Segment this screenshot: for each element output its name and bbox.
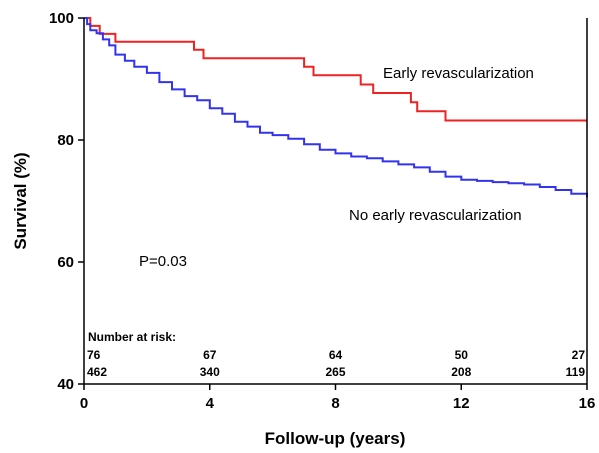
series-layer <box>84 17 588 198</box>
y-tick-label: 100 <box>49 10 74 27</box>
y-axis-title: Survival (%) <box>11 152 30 249</box>
risk-count-early: 67 <box>203 348 217 362</box>
ticks: 40 60 80 100 0 4 8 12 16 <box>49 10 595 412</box>
x-axis-title: Follow-up (years) <box>265 429 406 448</box>
risk-count-early: 64 <box>329 348 343 362</box>
risk-count-early: 50 <box>455 348 469 362</box>
series-line-early-revascularization <box>84 17 587 122</box>
number-at-risk-table: 76 67 64 50 27 462 340 265 208 119 <box>87 348 585 379</box>
risk-count-no-early: 340 <box>200 365 220 379</box>
risk-count-no-early: 208 <box>451 365 471 379</box>
risk-count-no-early: 119 <box>566 365 586 379</box>
early-revascularization-label: Early revascularization <box>383 65 534 82</box>
y-tick-label: 40 <box>57 376 74 393</box>
p-value-label: P=0.03 <box>139 253 187 270</box>
risk-count-early: 76 <box>87 348 101 362</box>
x-tick-label: 12 <box>453 395 470 412</box>
series-line-no-early-revascularization <box>84 17 588 198</box>
x-tick-label: 0 <box>80 395 88 412</box>
x-tick-label: 8 <box>331 395 339 412</box>
risk-count-no-early: 462 <box>87 365 107 379</box>
no-early-revascularization-label: No early revascularization <box>349 207 522 224</box>
x-tick-label: 16 <box>579 395 596 412</box>
risk-count-early: 27 <box>572 348 586 362</box>
y-tick-label: 60 <box>57 254 74 271</box>
y-tick-label: 80 <box>57 132 74 149</box>
number-at-risk-heading: Number at risk: <box>88 330 176 344</box>
risk-count-no-early: 265 <box>325 365 345 379</box>
x-tick-label: 4 <box>206 395 215 412</box>
